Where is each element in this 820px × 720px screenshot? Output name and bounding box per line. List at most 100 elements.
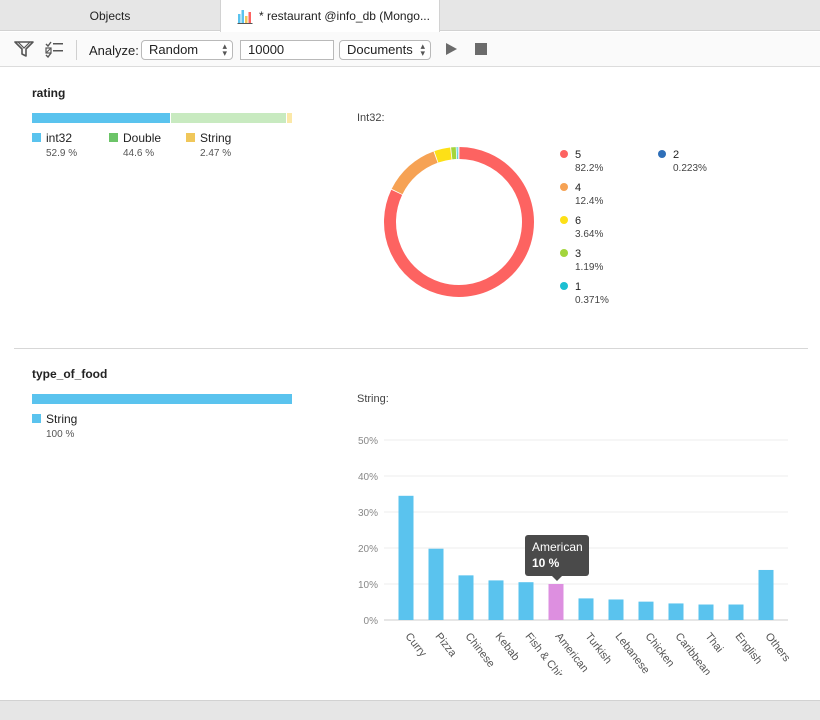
bar-others[interactable] — [758, 569, 774, 620]
legend-value-percent: 3.64% — [575, 229, 604, 240]
scope-value: Documents — [347, 42, 413, 57]
donut-legend-item-5: 5 82.2% — [560, 149, 603, 174]
legend-value-percent: 1.19% — [575, 262, 604, 273]
scope-select[interactable]: Documents ▴ ▾ — [339, 40, 431, 60]
rating-donut-chart — [384, 147, 534, 297]
section-divider — [14, 348, 808, 349]
legend-type-name: String — [46, 412, 78, 426]
y-tick-label: 40% — [358, 472, 378, 483]
legend-dot — [560, 150, 568, 158]
legend-value-percent: 12.4% — [575, 196, 604, 207]
tooltip-label: American — [532, 540, 583, 554]
legend-type-percent: 52.9 % — [46, 148, 78, 159]
bar-english[interactable] — [728, 604, 744, 620]
legend-dot — [560, 216, 568, 224]
legend-type-name: Double — [123, 131, 162, 145]
filter-icon[interactable] — [14, 40, 34, 58]
x-tick-label: Thai — [703, 631, 726, 655]
legend-value-label: 6 — [575, 215, 582, 227]
toolbar-separator — [76, 40, 77, 60]
donut-legend-item-1: 1 0.371% — [560, 281, 609, 306]
y-tick-label: 0% — [364, 616, 379, 627]
type-legend-double: Double 44.6 % — [109, 131, 161, 159]
legend-dot — [560, 282, 568, 290]
sample-mode-value: Random — [149, 42, 199, 57]
toolbar: Analyze: Random ▴ ▾ 10000 Documents ▴ ▾ — [0, 32, 820, 67]
legend-swatch — [186, 133, 195, 142]
x-tick-label: Others — [763, 631, 793, 665]
field-title-rating: rating — [32, 86, 66, 100]
sample-size-value: 10000 — [248, 42, 285, 57]
legend-value-percent: 0.371% — [575, 295, 609, 306]
donut-legend-item-3: 3 1.19% — [560, 248, 603, 273]
x-tick-label: Pizza — [433, 631, 460, 660]
bar-tooltip: American 10 % — [525, 535, 589, 581]
donut-legend-item-4: 4 12.4% — [560, 182, 603, 207]
legend-dot — [560, 249, 568, 257]
donut-slice-6[interactable] — [434, 147, 452, 163]
chart-icon — [237, 10, 253, 24]
bar-pizza[interactable] — [428, 548, 444, 620]
legend-value-label: 3 — [575, 248, 582, 260]
tab-restaurant-label: * restaurant @info_db (Mongo... — [259, 9, 430, 23]
legend-type-name: String — [200, 131, 232, 145]
legend-value-percent: 82.2% — [575, 163, 604, 174]
y-tick-label: 50% — [358, 436, 378, 447]
legend-swatch — [32, 414, 41, 423]
legend-value-percent: 0.223% — [673, 163, 707, 174]
legend-dot — [658, 150, 666, 158]
select-arrows-icon: ▴ ▾ — [222, 41, 227, 58]
x-tick-label: Curry — [403, 631, 429, 660]
rating-type-bar — [32, 113, 292, 123]
legend-type-percent: 44.6 % — [123, 148, 155, 159]
bar-kebab[interactable] — [488, 580, 504, 620]
sample-size-input[interactable]: 10000 — [240, 40, 334, 60]
type-legend-string: String 100 % — [32, 412, 77, 440]
bar-american[interactable] — [548, 584, 564, 620]
run-icon[interactable] — [446, 43, 457, 55]
type-bar-segment-string — [285, 113, 292, 123]
donut-legend-item-6: 6 3.64% — [560, 215, 603, 240]
bar-curry[interactable] — [398, 495, 414, 620]
legend-type-percent: 2.47 % — [200, 148, 232, 159]
legend-type-percent: 100 % — [46, 429, 75, 440]
donut-slice-4[interactable] — [391, 151, 438, 195]
bar-caribbean[interactable] — [668, 603, 684, 620]
type-legend-string: String 2.47 % — [186, 131, 231, 159]
bar-turkish[interactable] — [578, 598, 594, 620]
bar-chicken[interactable] — [638, 601, 654, 620]
y-tick-label: 30% — [358, 508, 378, 519]
field-list-icon[interactable] — [45, 40, 65, 58]
legend-value-label: 1 — [575, 281, 582, 293]
type-bar-segment-int32 — [32, 113, 170, 123]
field-title-type-of-food: type_of_food — [32, 367, 108, 381]
legend-value-label: 5 — [575, 149, 582, 161]
type-bar-segment-double — [169, 113, 286, 123]
bar-chinese[interactable] — [458, 575, 474, 620]
type-bar-segment-string — [32, 394, 292, 404]
legend-swatch — [32, 133, 41, 142]
bar-thai[interactable] — [698, 604, 714, 620]
bar-fish-chips[interactable] — [518, 582, 534, 620]
legend-swatch — [109, 133, 118, 142]
sample-mode-select[interactable]: Random ▴ ▾ — [141, 40, 233, 60]
donut-slice-5[interactable] — [384, 147, 534, 297]
legend-type-name: int32 — [46, 131, 73, 145]
type-legend-int32: int32 52.9 % — [32, 131, 77, 159]
tab-restaurant-collection[interactable]: * restaurant @info_db (Mongo... — [220, 0, 440, 32]
bar-lebanese[interactable] — [608, 599, 624, 620]
analyze-label: Analyze: — [89, 43, 139, 58]
tab-bar: Objects * restaurant @info_db (Mongo... — [0, 0, 820, 32]
x-tick-label: Chinese — [463, 631, 497, 670]
y-tick-label: 10% — [358, 580, 378, 591]
stop-icon[interactable] — [475, 43, 487, 55]
x-tick-label: Turkish — [583, 631, 614, 666]
food-chart-label: String: — [357, 393, 389, 405]
status-bar — [0, 700, 820, 720]
tab-objects[interactable]: Objects — [0, 0, 220, 31]
legend-dot — [560, 183, 568, 191]
tooltip-value: 10 % — [532, 556, 560, 570]
y-tick-label: 20% — [358, 544, 378, 555]
rating-chart-label: Int32: — [357, 112, 385, 124]
